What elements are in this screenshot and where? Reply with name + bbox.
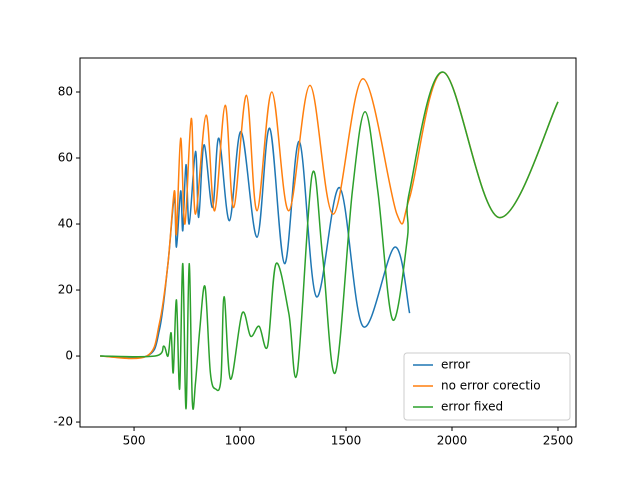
x-tick-label: 2500 — [543, 434, 574, 448]
legend-box — [403, 352, 571, 421]
line — [100, 71, 559, 360]
line — [100, 71, 559, 410]
legend-label: error fixed — [441, 400, 503, 414]
x-tick-label: 1500 — [331, 434, 362, 448]
y-tick-label: -20 — [53, 415, 73, 429]
legend-label: no error corectio — [441, 379, 541, 393]
y-tick-label: 20 — [58, 283, 73, 297]
legend-label: error — [441, 358, 470, 372]
x-tick-label: 1000 — [225, 434, 256, 448]
y-tick-label: 60 — [58, 151, 73, 165]
legend: error no error corectio error fixed — [403, 352, 571, 421]
y-tick-label: 0 — [65, 349, 73, 363]
x-tick-label: 500 — [123, 434, 146, 448]
line — [100, 127, 411, 359]
y-tick-label: 40 — [58, 217, 73, 231]
x-tick-label: 2000 — [437, 434, 468, 448]
plot-frame — [79, 57, 577, 428]
y-tick-label: 80 — [58, 84, 73, 98]
